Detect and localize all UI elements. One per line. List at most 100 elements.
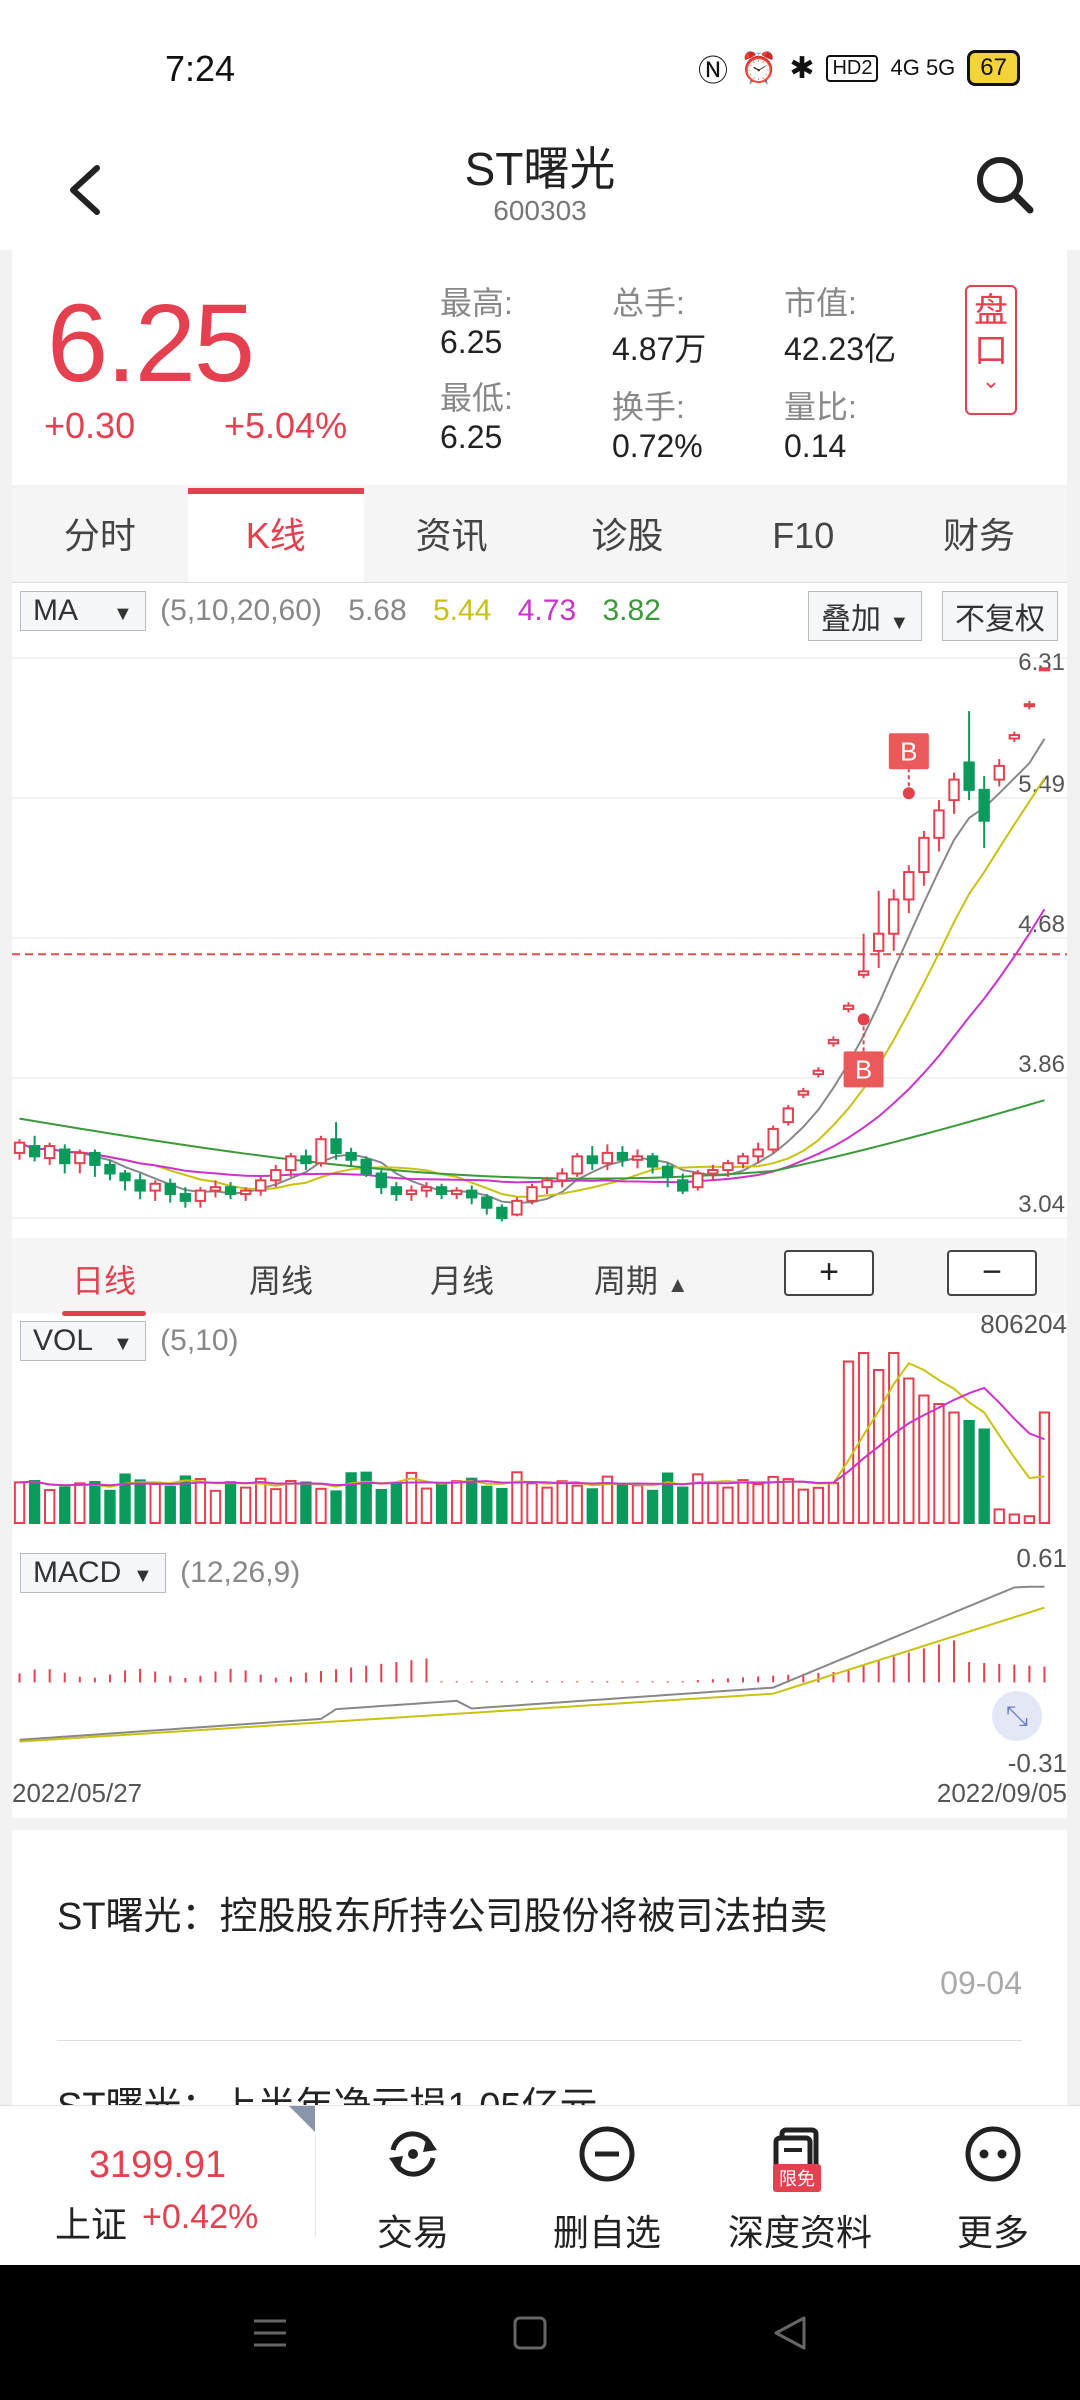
volume-bar (179, 1475, 192, 1525)
ma-select[interactable]: MA ▼ (20, 591, 146, 631)
candle-body (420, 1186, 433, 1192)
remove-watchlist-button[interactable]: 删自选 (512, 2106, 702, 2266)
tab-f10[interactable]: F10 (772, 515, 835, 556)
divider (315, 2136, 316, 2236)
chevron-down-icon: ⌄ (981, 368, 1001, 393)
pankou-button[interactable]: 盘口 ⌄ (965, 285, 1017, 415)
candle-body (948, 778, 960, 802)
vol-select-label: VOL (33, 1324, 94, 1357)
tab-timeshare[interactable]: 分时 (63, 515, 136, 556)
ma10-value: 5.44 (433, 594, 492, 627)
tab-diagnosis[interactable]: 诊股 (591, 515, 664, 556)
candle-body (330, 1138, 342, 1154)
divider (57, 2040, 1022, 2041)
news-item-title[interactable]: ST曙光：控股股东所持公司股份将被司法拍卖 (57, 1896, 828, 1938)
candle-body (255, 1179, 267, 1192)
macd-select[interactable]: MACD ▼ (20, 1553, 166, 1593)
trade-icon (389, 2131, 437, 2177)
volume-bar (300, 1481, 312, 1525)
candle-body (888, 898, 900, 935)
menu-icon[interactable] (250, 2313, 290, 2353)
candle-body (752, 1148, 764, 1158)
zoom-out-button[interactable]: − (947, 1250, 1037, 1296)
volume-bar (134, 1479, 146, 1524)
price-axis-label: 3.86 (1018, 1051, 1065, 1078)
vol-max-label: 806204 (980, 1309, 1067, 1339)
volume-bar (1023, 1515, 1036, 1524)
status-icons: Ⓝ ⏰ ✱ HD2 4G 5G 67 (698, 46, 1020, 90)
volume-bar (315, 1487, 327, 1524)
candle-body (872, 932, 885, 952)
volume-bar (466, 1477, 478, 1524)
candle-body (28, 1145, 41, 1158)
volume-bar (978, 1428, 990, 1524)
candle-body (601, 1151, 614, 1165)
candle-body (616, 1151, 629, 1161)
candle-body (164, 1182, 176, 1196)
volume-chart[interactable] (12, 1313, 1067, 1543)
candle-body (285, 1155, 297, 1172)
macd-min-label: -0.31 (1007, 1748, 1067, 1778)
candle-body (767, 1127, 779, 1151)
price-change-pct: +5.04% (224, 405, 348, 446)
vol-control-row: VOL ▼ (5,10) (20, 1321, 239, 1361)
battery-icon: 67 (967, 50, 1020, 86)
period-select[interactable]: 周期 ▲ (594, 1256, 689, 1302)
vol-ratio-label: 量比: (784, 389, 857, 425)
index-value: 3199.91 (88, 2144, 227, 2186)
price-axis-label: 6.31 (1018, 649, 1065, 676)
macd-chart[interactable] (12, 1545, 1067, 1775)
deep-data-button[interactable]: 限免 深度资料 (705, 2106, 895, 2266)
volume-bar (435, 1482, 448, 1525)
volume-bar (827, 1482, 840, 1524)
macd-control-row: MACD ▼ (12,26,9) (20, 1553, 300, 1593)
adjust-select[interactable]: 不复权 (942, 591, 1058, 641)
candle-body (435, 1186, 448, 1196)
volume-bar (390, 1482, 403, 1525)
period-month[interactable]: 月线 (430, 1263, 495, 1299)
back-nav-icon[interactable] (770, 2313, 810, 2353)
back-icon[interactable] (55, 150, 115, 230)
period-day[interactable]: 日线 (61, 1256, 147, 1316)
index-ticker[interactable]: 3199.91 上证 +0.42% (0, 2106, 315, 2266)
ma-select-label: MA (33, 594, 78, 627)
home-icon[interactable] (510, 2313, 550, 2353)
volume-bar (450, 1480, 463, 1524)
vol-select[interactable]: VOL ▼ (20, 1321, 146, 1361)
volume-bar (918, 1394, 930, 1524)
candle-body (300, 1155, 312, 1165)
tab-finance[interactable]: 财务 (943, 515, 1016, 556)
trade-button[interactable]: 交易 (318, 2106, 508, 2266)
ma60-value: 3.82 (602, 594, 661, 627)
free-badge: 限免 (773, 2164, 821, 2192)
high-low-block: 最高: 6.25 最低: 6.25 (440, 278, 513, 468)
expand-icon[interactable]: ⤡ (992, 1691, 1042, 1741)
volume-bar (692, 1473, 704, 1524)
volume-bar (797, 1488, 809, 1524)
bottom-toolbar: 3199.91 上证 +0.42% 交易 删自选 限免 深度资料 更多 (0, 2105, 1080, 2265)
candle-body (134, 1179, 146, 1192)
date-end: 2022/09/05 (936, 1778, 1067, 1808)
trade-label: 交易 (376, 2212, 449, 2253)
candle-body (511, 1199, 523, 1216)
volume-bar (1008, 1513, 1020, 1524)
tab-news[interactable]: 资讯 (415, 515, 488, 556)
macd-dea-line (19, 1606, 1045, 1743)
more-button[interactable]: 更多 (898, 2106, 1080, 2266)
period-week[interactable]: 周线 (249, 1263, 314, 1299)
candle-body (541, 1179, 553, 1189)
tab-kline[interactable]: K线 (187, 488, 364, 582)
candle-body (631, 1155, 644, 1161)
zoom-in-button[interactable]: + (784, 1250, 874, 1296)
volume-bar (285, 1479, 297, 1524)
candle-body (1023, 703, 1036, 708)
search-icon[interactable] (970, 150, 1040, 220)
volume-bar (677, 1486, 689, 1525)
overlay-select[interactable]: 叠加 ▼ (808, 591, 923, 641)
nfc-icon: Ⓝ (697, 55, 728, 88)
volume-bar (255, 1477, 267, 1524)
candle-body (119, 1172, 131, 1182)
volume-bar (782, 1478, 794, 1524)
volume-bar (360, 1471, 372, 1524)
